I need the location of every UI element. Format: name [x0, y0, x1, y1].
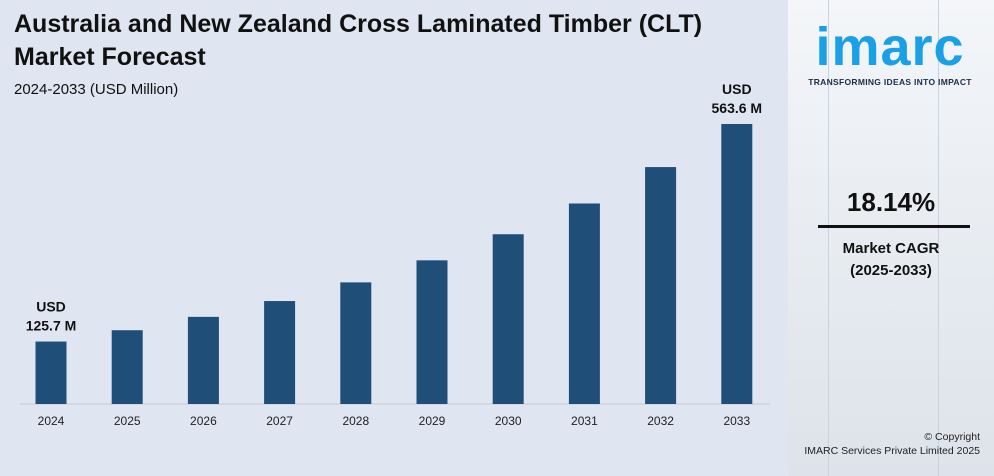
bar-2030	[492, 234, 524, 404]
imarc-logo: imarc TRANSFORMING IDEAS INTO IMPACT	[800, 20, 980, 87]
bar-2026	[187, 316, 219, 404]
decorative-line	[828, 0, 829, 476]
chart-title: Australia and New Zealand Cross Laminate…	[14, 10, 703, 71]
cagr-divider	[818, 225, 970, 228]
bar-chart: 2024 2025 2026 2027 2028 2029 2030 2031 2032 2033…	[20, 81, 770, 428]
x-tick-label-2031: 2031	[571, 414, 598, 428]
x-tick-label-2027: 2027	[266, 414, 293, 428]
x-tick-label-2029: 2029	[419, 414, 446, 428]
side-panel: imarc TRANSFORMING IDEAS INTO IMPACT 18.…	[788, 0, 994, 476]
decorative-line	[938, 0, 939, 476]
x-tick-label-2032: 2032	[647, 414, 674, 428]
chart-panel: Australia and New Zealand Cross Laminate…	[14, 10, 770, 428]
cagr-value: 18.14%	[846, 187, 936, 217]
data-label-2024-line2: 125.7 M	[26, 318, 77, 334]
x-tick-label-2025: 2025	[114, 414, 141, 428]
bar-2033	[721, 124, 753, 404]
copyright-line2: IMARC Services Private Limited 2025	[804, 445, 980, 457]
bar-2024	[35, 341, 67, 404]
x-tick-label-2026: 2026	[190, 414, 217, 428]
data-label-2024-line1: USD	[36, 299, 66, 315]
logo-text: imarc	[815, 17, 965, 77]
chart-subtitle: 2024-2033 (USD Million)	[14, 81, 179, 98]
bar-2028	[340, 282, 372, 404]
data-label-2033-line2: 563.6 M	[712, 100, 763, 116]
x-tick-label-2030: 2030	[495, 414, 522, 428]
logo-tagline: TRANSFORMING IDEAS INTO IMPACT	[808, 77, 972, 87]
bar-2027	[264, 301, 296, 404]
copyright-line1: © Copyright	[924, 431, 980, 443]
cagr-label-line2: (2025-2033)	[850, 262, 932, 279]
data-label-2033-line1: USD	[722, 81, 752, 97]
bar-2032	[645, 167, 677, 404]
x-tick-label-2024: 2024	[38, 414, 65, 428]
cagr-label-line1: Market CAGR	[842, 240, 940, 257]
bar-2025	[111, 330, 143, 404]
x-tick-label-2028: 2028	[342, 414, 369, 428]
bar-2031	[568, 203, 600, 404]
x-tick-label-2033: 2033	[723, 414, 750, 428]
copyright: © Copyright IMARC Services Private Limit…	[804, 430, 980, 458]
bar-2029	[416, 260, 448, 404]
cagr-label: Market CAGR (2025-2033)	[788, 238, 994, 282]
